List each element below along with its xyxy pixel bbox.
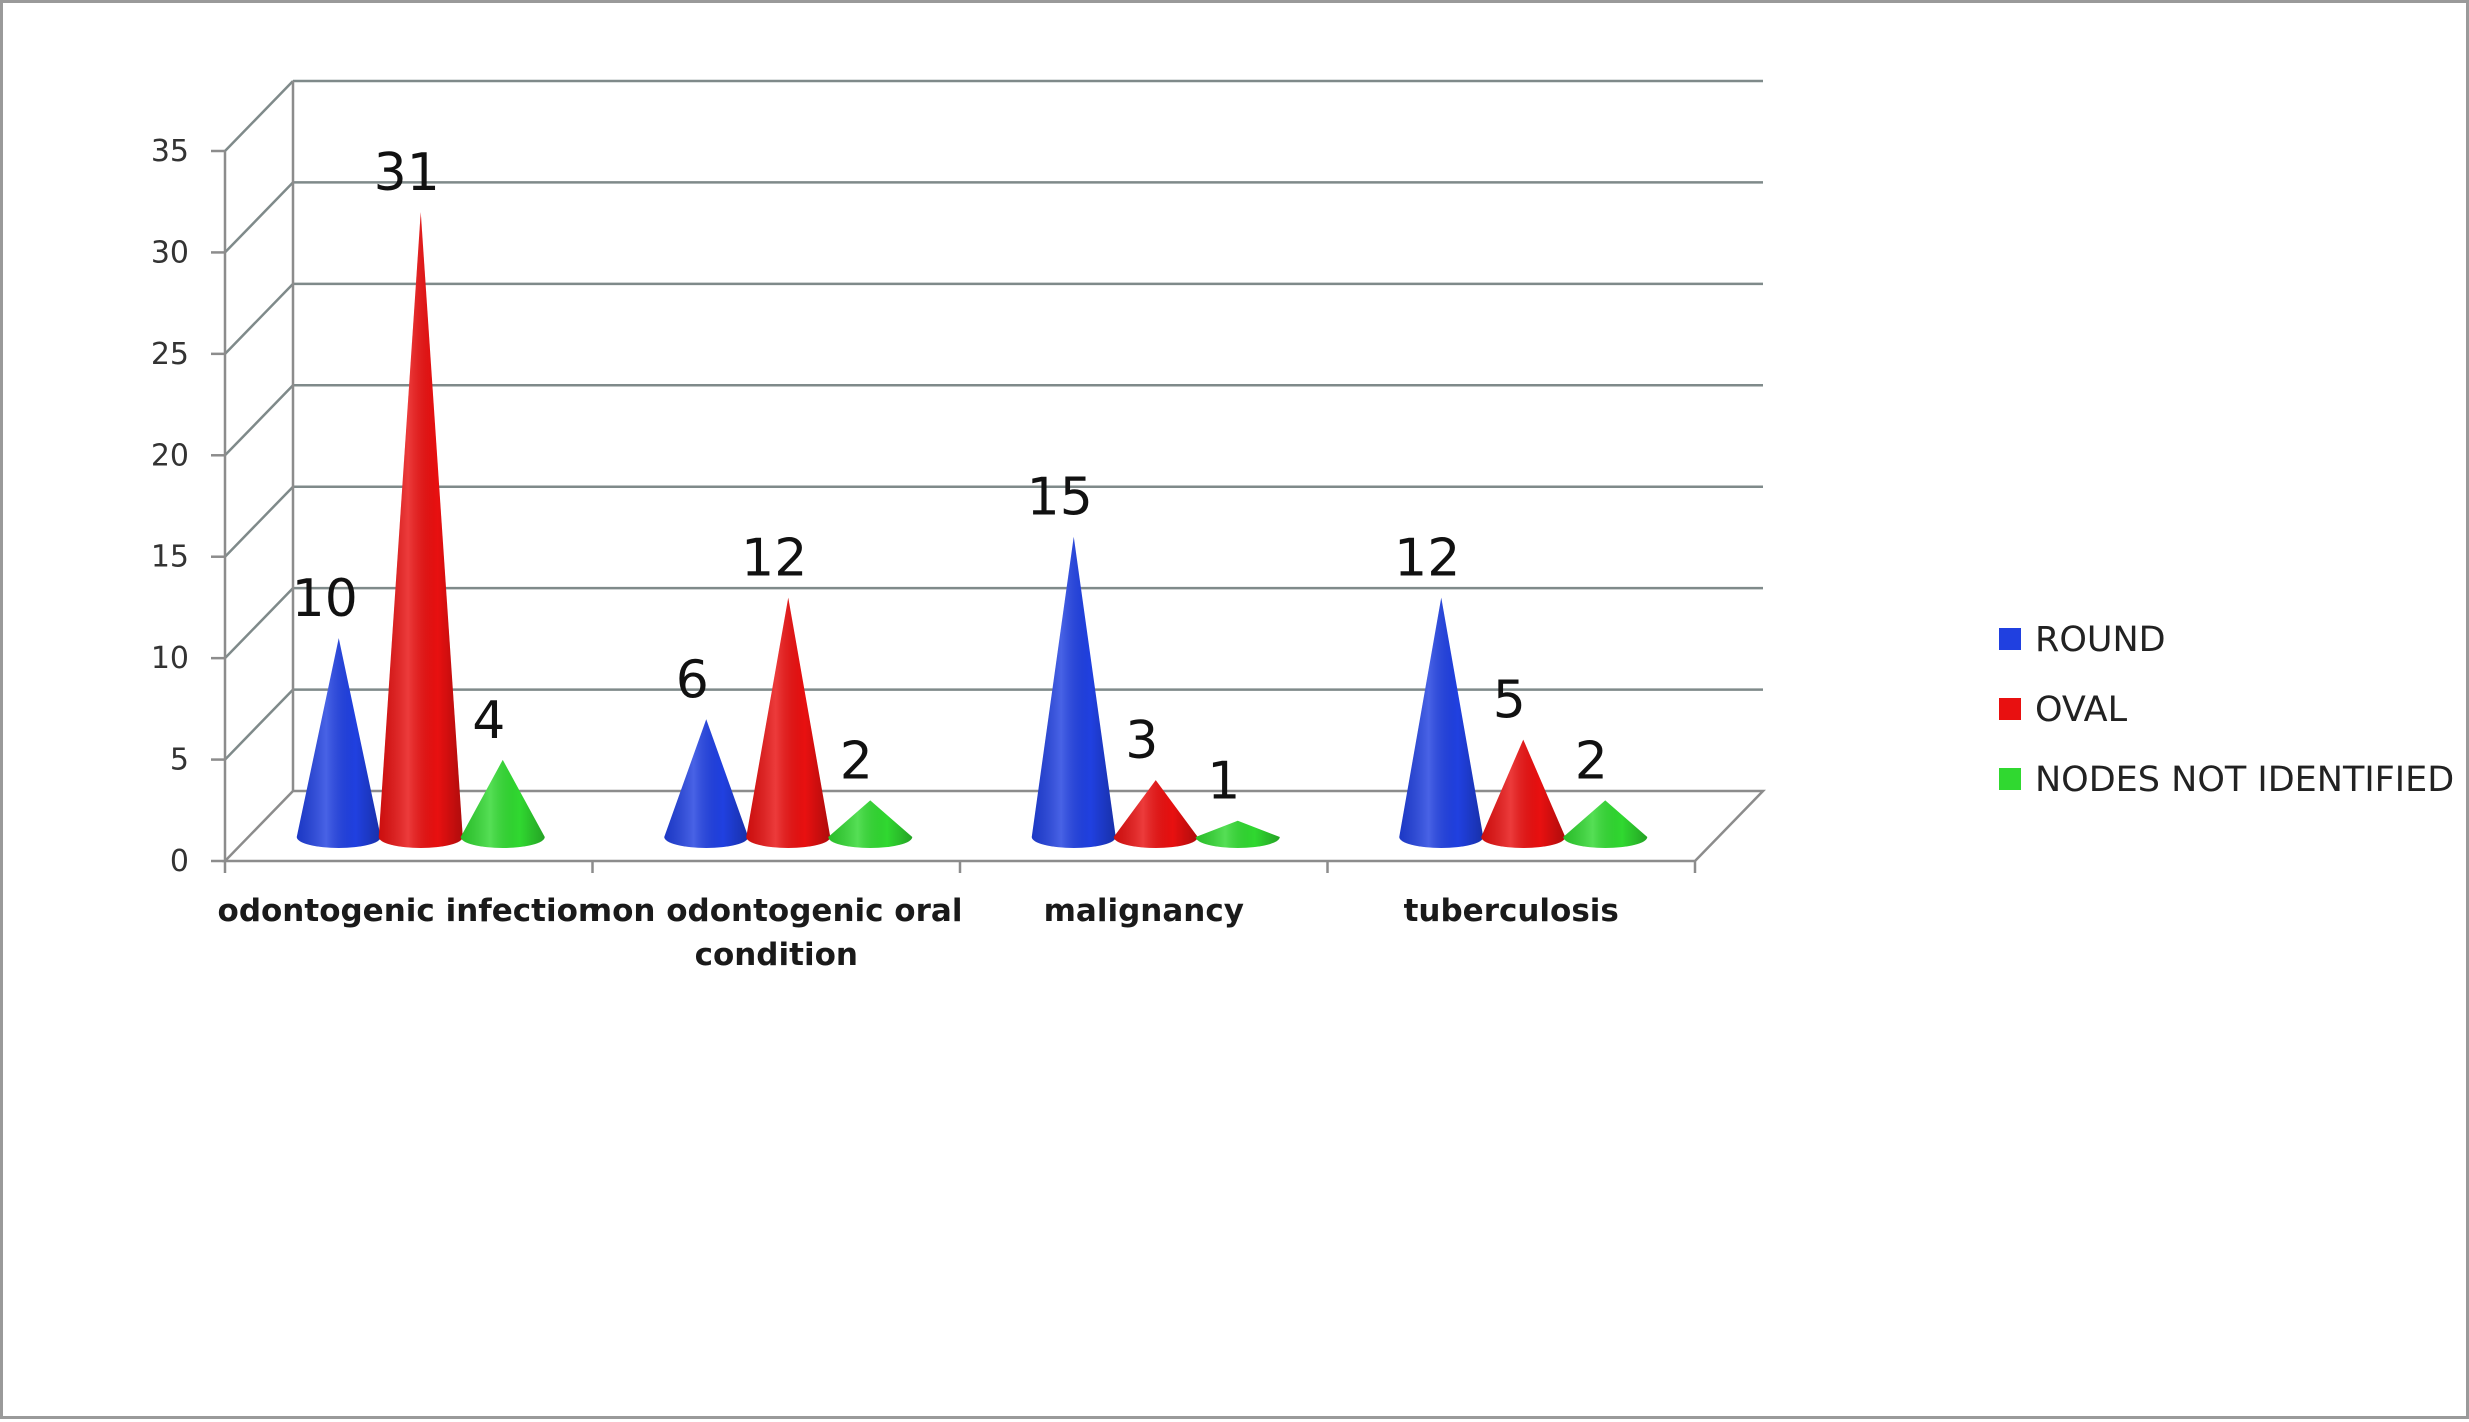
cone-shading: [746, 597, 831, 848]
data-label: 3: [1125, 711, 1158, 771]
cone-nodes-not-identified: [828, 800, 913, 848]
cone-shading: [296, 638, 381, 848]
data-label: 6: [676, 650, 709, 710]
cone-round: [1399, 597, 1484, 848]
category-label: malignancy: [1044, 893, 1244, 929]
cone-shading: [664, 719, 749, 848]
cone-round: [1031, 536, 1116, 848]
data-label: 5: [1493, 671, 1526, 731]
y-tick-label: 30: [151, 235, 189, 270]
cone-shading: [1031, 536, 1116, 848]
cone-shading: [1399, 597, 1484, 848]
cone-shading: [1195, 820, 1280, 848]
legend-label: ROUND: [2035, 620, 2166, 660]
gridline-side: [224, 587, 294, 660]
gridline-side: [224, 282, 294, 355]
gridline-side: [224, 80, 294, 152]
legend-swatch: [1999, 628, 2021, 650]
legend-swatch: [1999, 698, 2021, 720]
cone-oval: [1481, 739, 1566, 848]
data-label: 1: [1207, 752, 1240, 812]
y-tick-label: 20: [151, 438, 189, 473]
cone-nodes-not-identified: [1563, 800, 1648, 848]
gridline-side: [224, 181, 294, 254]
cone-nodes-not-identified: [460, 759, 545, 848]
y-tick-label: 10: [151, 641, 189, 676]
y-tick-label: 25: [151, 337, 189, 372]
data-label: 31: [374, 143, 440, 203]
gridline-side: [224, 384, 294, 457]
legend-label: NODES NOT IDENTIFIED: [2035, 760, 2454, 800]
legend-swatch: [1999, 768, 2021, 790]
y-tick-label: 35: [151, 134, 189, 169]
cone-shading: [460, 759, 545, 848]
data-label: 12: [1394, 529, 1460, 589]
data-label: 15: [1027, 468, 1093, 528]
legend-entry: OVAL: [1999, 690, 2128, 730]
cone-shading: [1563, 800, 1648, 848]
cone-oval: [746, 597, 831, 848]
legend-label: OVAL: [2035, 690, 2128, 730]
floor-plane: [222, 789, 1766, 863]
data-label: 2: [840, 731, 873, 791]
cone-oval: [378, 212, 463, 849]
y-tick-label: 15: [151, 540, 189, 575]
cone-shading: [1113, 780, 1198, 848]
gridline-side: [224, 485, 294, 558]
category-label: tuberculosis: [1404, 893, 1619, 929]
category-label: non odontogenic oral condition: [590, 893, 962, 973]
cone-round: [664, 719, 749, 848]
data-label: 4: [472, 691, 505, 751]
legend-entry: NODES NOT IDENTIFIED: [1999, 760, 2454, 800]
gridline-side: [224, 688, 294, 761]
cone-shading: [828, 800, 913, 848]
data-label: 12: [741, 529, 807, 589]
cone-oval: [1113, 780, 1198, 848]
cone-round: [296, 638, 381, 848]
y-tick-label: 5: [170, 743, 189, 778]
data-label: 10: [292, 569, 358, 629]
data-label: 2: [1575, 731, 1608, 791]
y-tick-label: 0: [170, 844, 189, 879]
cone-shading: [378, 212, 463, 849]
cone-shading: [1481, 739, 1566, 848]
category-label: odontogenic infection: [218, 893, 600, 929]
legend-entry: ROUND: [1999, 620, 2166, 660]
cone-nodes-not-identified: [1195, 820, 1280, 848]
